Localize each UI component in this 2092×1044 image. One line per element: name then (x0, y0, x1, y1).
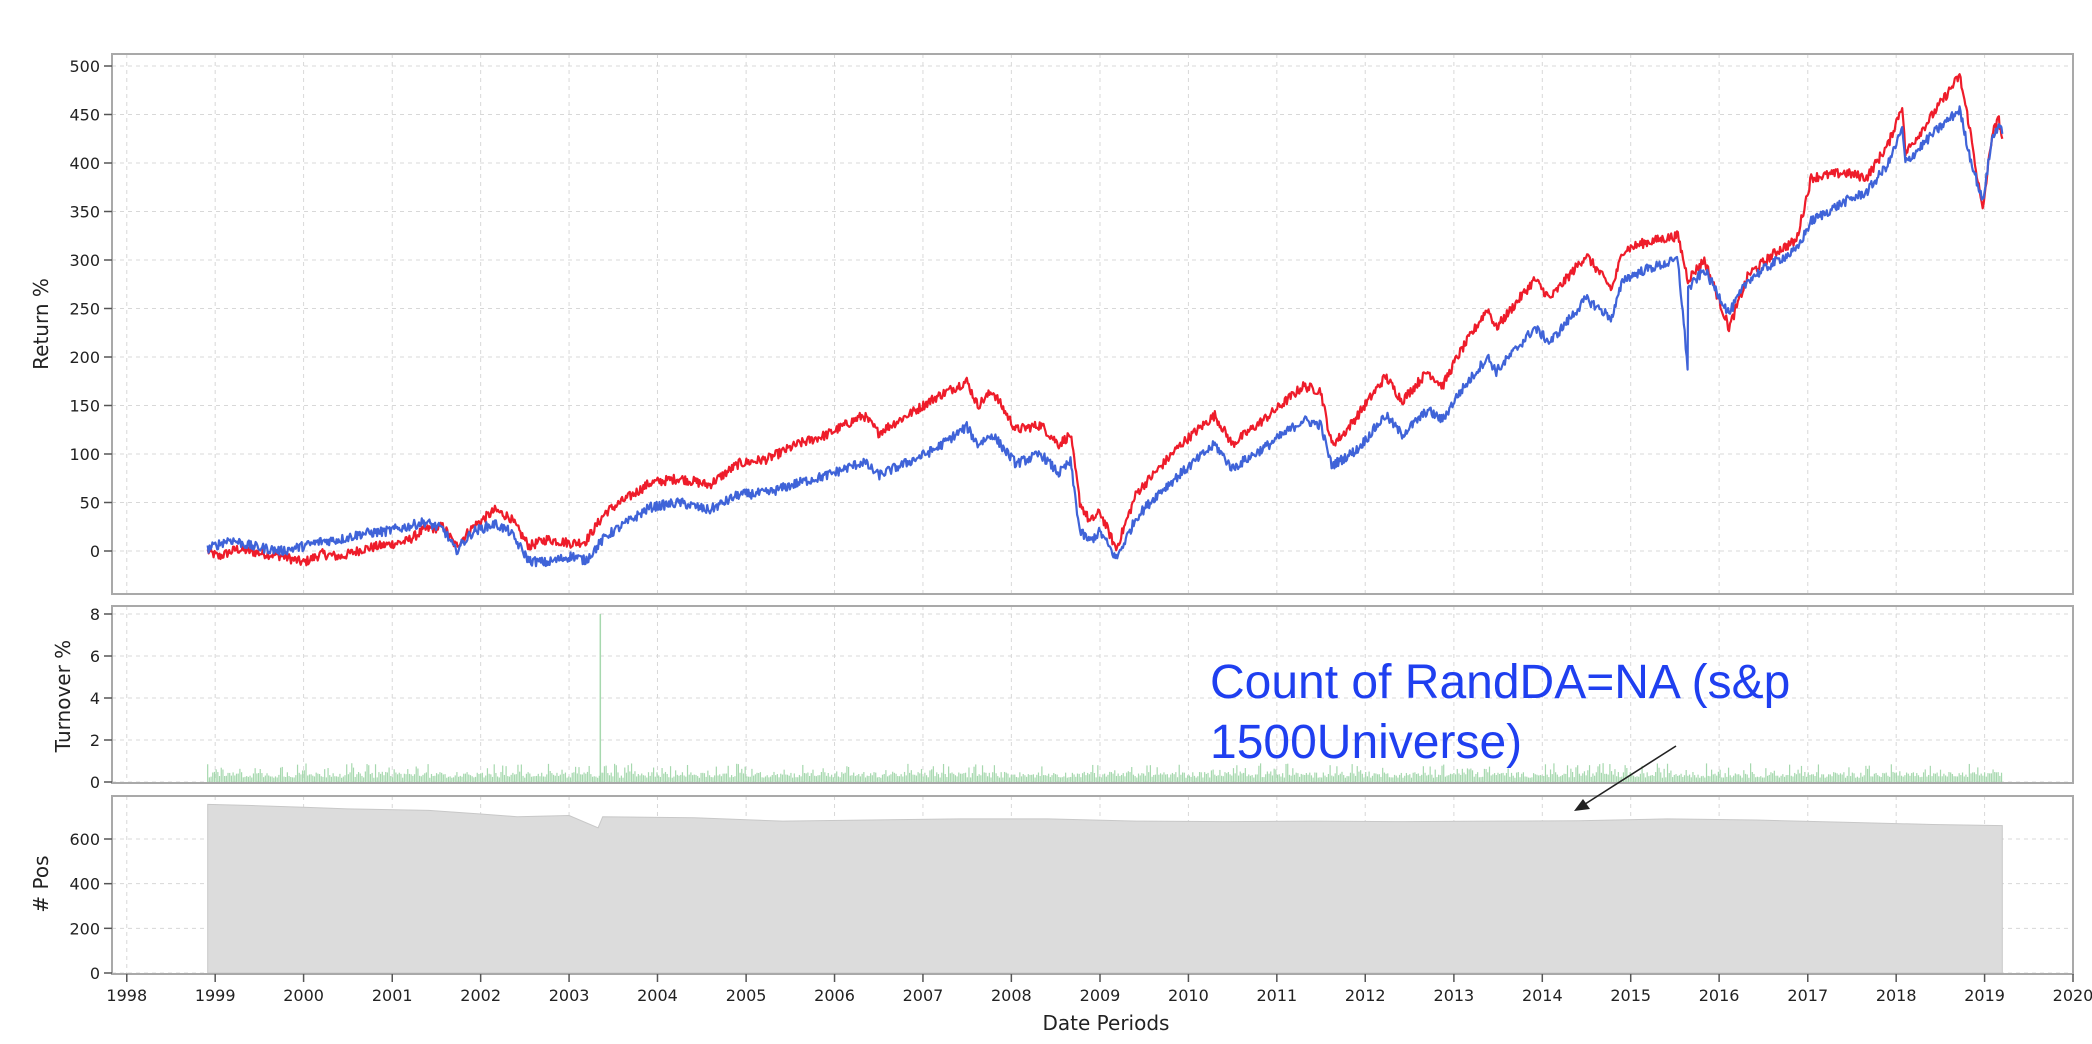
x-tick-label: 2005 (726, 986, 767, 1005)
turnover-y-tick-label: 2 (90, 731, 100, 750)
x-tick-label: 2015 (1610, 986, 1651, 1005)
turnover-y-tick-label: 0 (90, 773, 100, 792)
returns-y-tick-label: 500 (69, 57, 100, 76)
x-tick-label: 2006 (814, 986, 855, 1005)
returns-y-tick-label: 50 (80, 494, 100, 513)
returns-y-tick-label: 100 (69, 445, 100, 464)
positions-area (207, 803, 2003, 974)
returns-y-tick-label: 300 (69, 251, 100, 270)
x-tick-label: 2004 (637, 986, 678, 1005)
axis-label-layer: 1998 1999 2000 2001 2002 2003 2004 2005 2006 2007… (69, 57, 2092, 1005)
turnover-y-axis-title: Turnover % (51, 640, 75, 753)
x-tick-label: 2020 (2053, 986, 2092, 1005)
returns-y-tick-label: 450 (69, 106, 100, 125)
positions-y-axis-title: # Pos (29, 855, 53, 912)
x-tick-label: 2017 (1787, 986, 1828, 1005)
x-tick-label: 1998 (106, 986, 147, 1005)
turnover-y-tick-label: 6 (90, 647, 100, 666)
x-tick-label: 2009 (1080, 986, 1121, 1005)
x-tick-label: 2000 (283, 986, 324, 1005)
returns-y-tick-label: 400 (69, 154, 100, 173)
x-tick-label: 2013 (1434, 986, 1475, 1005)
annotation-arrow-shaft (1581, 745, 1677, 807)
panel-frame-0 (111, 53, 2074, 595)
returns-y-tick-label: 0 (90, 542, 100, 561)
x-tick-label: 2003 (549, 986, 590, 1005)
positions-y-tick-label: 0 (90, 964, 100, 983)
panel-frame-2 (111, 795, 2074, 975)
annotation: Count of RandDA=NA (s&p 1500Universe) (1210, 656, 1790, 811)
turnover-bar-layer (207, 614, 2003, 782)
return-series-0 (206, 73, 2004, 567)
returns-y-tick-label: 350 (69, 203, 100, 222)
x-tick-label: 2016 (1699, 986, 1740, 1005)
returns-y-axis-title: Return % (29, 278, 53, 370)
returns-y-tick-label: 250 (69, 300, 100, 319)
x-tick-label: 2002 (460, 986, 501, 1005)
x-tick-label: 2012 (1345, 986, 1386, 1005)
x-tick-label: 2008 (991, 986, 1032, 1005)
x-tick-label: 2014 (1522, 986, 1563, 1005)
x-tick-label: 2010 (1168, 986, 1209, 1005)
panel-frame-layer (111, 53, 2074, 975)
return-series-1 (206, 105, 2004, 568)
returns-y-tick-label: 150 (69, 397, 100, 416)
returns-y-tick-label: 200 (69, 348, 100, 367)
positions-y-tick-label: 400 (69, 875, 100, 894)
annotation-arrowhead (1574, 799, 1590, 811)
x-axis-title: Date Periods (1043, 1011, 1170, 1035)
turnover-y-tick-label: 8 (90, 605, 100, 624)
x-tick-label: 2018 (1876, 986, 1917, 1005)
x-tick-label: 2011 (1256, 986, 1297, 1005)
annotation-line-1: Count of RandDA=NA (s&p (1210, 656, 1790, 709)
positions-y-tick-label: 200 (69, 919, 100, 938)
turnover-y-tick-label: 4 (90, 689, 100, 708)
annotation-line-2: 1500Universe) (1210, 716, 1522, 769)
x-tick-label: 1999 (195, 986, 236, 1005)
x-tick-label: 2001 (372, 986, 413, 1005)
return-line-layer (206, 73, 2004, 568)
positions-area-layer (207, 803, 2003, 974)
positions-y-tick-label: 600 (69, 830, 100, 849)
x-tick-label: 2007 (903, 986, 944, 1005)
panel-frame-1 (111, 605, 2074, 784)
x-tick-label: 2019 (1964, 986, 2005, 1005)
